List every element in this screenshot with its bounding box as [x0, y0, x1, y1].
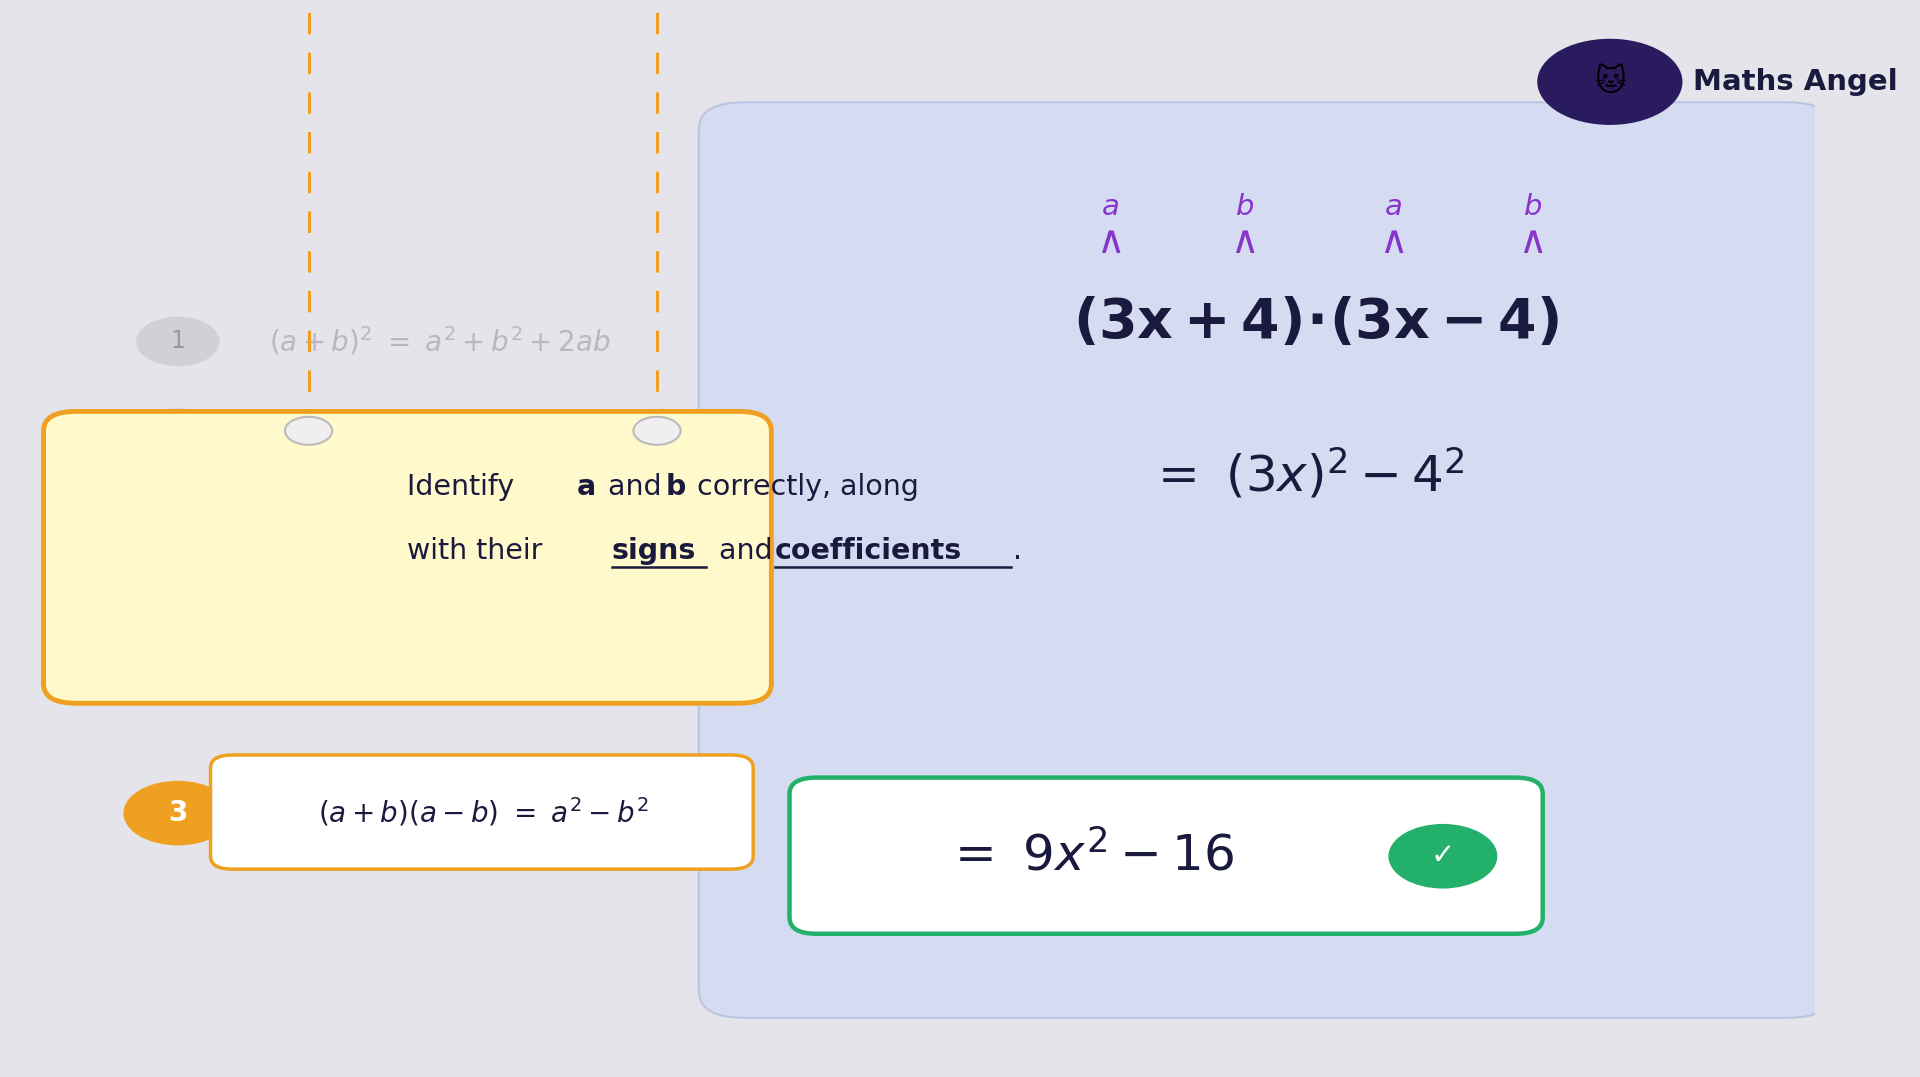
Text: 🐱: 🐱 [1594, 67, 1626, 97]
Text: b: b [1236, 193, 1254, 221]
Text: $\mathbf{(3x + 4)\!\cdot\!(3x - 4)}$: $\mathbf{(3x + 4)\!\cdot\!(3x - 4)}$ [1073, 296, 1559, 350]
Text: $(a + b)^2\ =\ a^2 + b^2 + 2ab$: $(a + b)^2\ =\ a^2 + b^2 + 2ab$ [269, 325, 611, 358]
Text: Identify: Identify [407, 473, 522, 501]
Text: b: b [666, 473, 687, 501]
Circle shape [1388, 824, 1498, 889]
Text: $(a - b)^2\ =\ a^2 + b^2 - 2ab$: $(a - b)^2\ =\ a^2 + b^2 - 2ab$ [269, 417, 611, 449]
FancyBboxPatch shape [699, 102, 1834, 1018]
Text: coefficients: coefficients [776, 537, 962, 565]
Circle shape [1538, 39, 1682, 125]
Text: ✓: ✓ [1430, 842, 1455, 870]
Text: ∧: ∧ [1519, 223, 1548, 262]
Text: 3: 3 [169, 799, 188, 827]
Text: and: and [599, 473, 670, 501]
Circle shape [136, 408, 219, 458]
Text: 1: 1 [171, 330, 186, 353]
Text: .: . [1012, 537, 1021, 565]
FancyBboxPatch shape [44, 411, 772, 703]
Text: ∧: ∧ [1231, 223, 1260, 262]
FancyBboxPatch shape [789, 778, 1542, 934]
Text: signs: signs [612, 537, 697, 565]
Text: ∧: ∧ [1380, 223, 1407, 262]
Text: b: b [1524, 193, 1544, 221]
Text: $=\ (3x)^2 - 4^2$: $=\ (3x)^2 - 4^2$ [1148, 446, 1465, 502]
Text: $=\ 9x^2 - 16$: $=\ 9x^2 - 16$ [945, 831, 1233, 881]
Text: and: and [710, 537, 781, 565]
Circle shape [136, 317, 219, 366]
Text: a: a [578, 473, 597, 501]
FancyBboxPatch shape [211, 755, 753, 869]
Text: with their: with their [407, 537, 551, 565]
Circle shape [634, 417, 680, 445]
Text: $(a + b)(a - b)\ =\ a^2 - b^2$: $(a + b)(a - b)\ =\ a^2 - b^2$ [317, 796, 647, 828]
Circle shape [123, 781, 232, 845]
Text: correctly, along: correctly, along [687, 473, 920, 501]
Text: ∧: ∧ [1096, 223, 1125, 262]
Text: Maths Angel: Maths Angel [1693, 68, 1899, 96]
Text: 2: 2 [171, 421, 186, 445]
Text: a: a [1384, 193, 1404, 221]
Circle shape [284, 417, 332, 445]
Text: a: a [1102, 193, 1119, 221]
